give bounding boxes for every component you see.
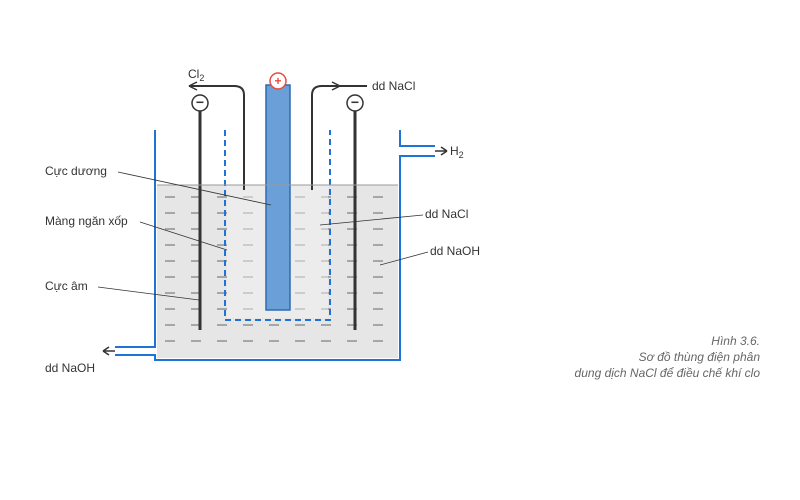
label-h2: H2 — [450, 144, 464, 160]
label-cuc-am: Cực âm — [45, 279, 88, 293]
label-nacl-in: dd NaCl — [372, 79, 415, 93]
naoh-out-arrow — [103, 347, 115, 355]
caption-line: dung dịch NaCl để điều chế khí clo — [575, 366, 761, 380]
anode-electrode — [266, 85, 290, 310]
minus-sign: − — [196, 94, 204, 110]
label-mang-ngan: Màng ngăn xốp — [45, 214, 128, 228]
label-cl2: Cl2 — [188, 67, 204, 83]
h2-arrow — [435, 147, 447, 155]
caption-line: Hình 3.6. — [711, 334, 760, 348]
label-naoh-out: dd NaOH — [45, 361, 95, 375]
label-cuc-duong: Cực dương — [45, 164, 107, 178]
label-nacl-right: dd NaCl — [425, 207, 468, 221]
plus-sign: + — [274, 74, 281, 88]
caption-line: Sơ đồ thùng điện phân — [639, 350, 761, 364]
label-naoh-right: dd NaOH — [430, 244, 480, 258]
minus-sign: − — [351, 94, 359, 110]
